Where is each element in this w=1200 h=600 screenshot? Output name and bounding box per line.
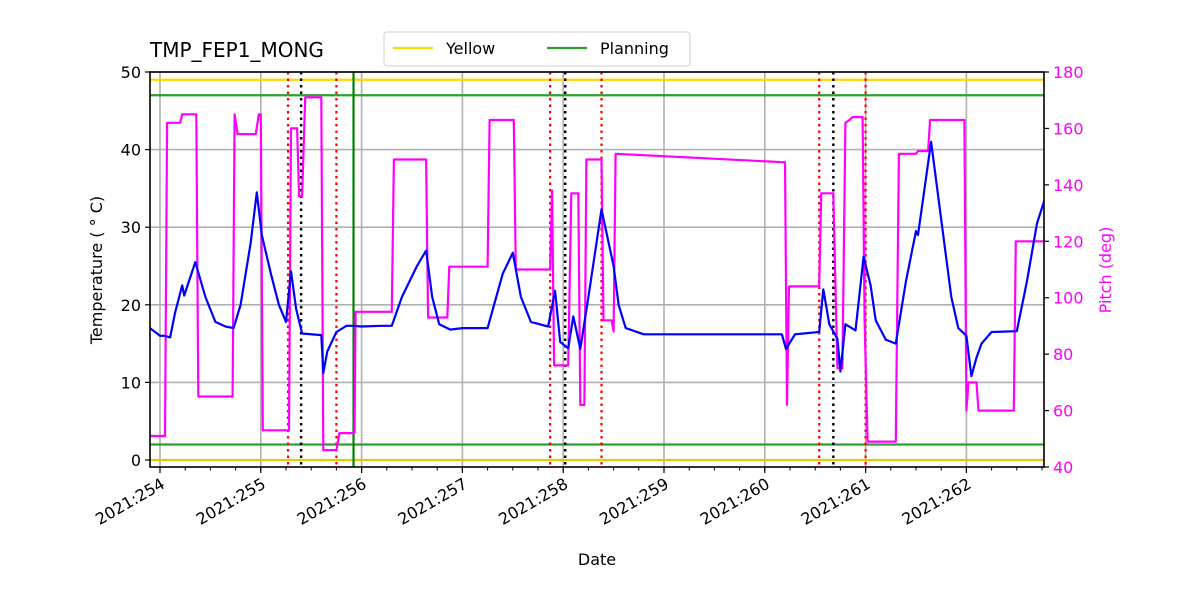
svg-text:2021:255: 2021:255 xyxy=(193,474,269,529)
legend-yellow-label: Yellow xyxy=(445,39,495,58)
svg-text:40: 40 xyxy=(1053,458,1073,477)
svg-text:180: 180 xyxy=(1053,63,1084,82)
plot-frame xyxy=(149,71,1045,468)
svg-text:0: 0 xyxy=(131,451,141,470)
svg-text:10: 10 xyxy=(121,373,141,392)
x-axis-label: Date xyxy=(578,550,616,569)
svg-text:2021:254: 2021:254 xyxy=(92,474,168,529)
svg-text:2021:258: 2021:258 xyxy=(495,474,571,529)
chart-title: TMP_FEP1_MONG xyxy=(149,38,324,62)
grid xyxy=(150,71,1044,467)
svg-text:160: 160 xyxy=(1053,119,1084,138)
svg-text:60: 60 xyxy=(1053,402,1073,421)
data-series xyxy=(150,96,1044,452)
y-axis-right: 40 60 80 100 120 140 160 180 xyxy=(1044,63,1084,477)
pitch-line xyxy=(150,96,1044,452)
event-markers xyxy=(286,72,867,467)
temperature-line xyxy=(150,140,1044,378)
y-axis-label: Temperature ( ° C) xyxy=(87,196,106,345)
svg-text:120: 120 xyxy=(1053,232,1084,251)
svg-text:2021:260: 2021:260 xyxy=(697,474,773,529)
y-axis-left: 0 10 20 30 40 50 xyxy=(121,63,150,470)
svg-text:2021:262: 2021:262 xyxy=(899,474,975,529)
legend-planning-label: Planning xyxy=(600,39,669,58)
x-axis: 2021:254 2021:255 2021:256 2021:257 2021:258… xyxy=(92,467,1043,529)
limit-lines xyxy=(150,78,1044,462)
legend: Yellow Planning xyxy=(383,31,691,67)
svg-text:100: 100 xyxy=(1053,289,1084,308)
svg-text:20: 20 xyxy=(121,296,141,315)
svg-text:80: 80 xyxy=(1053,345,1073,364)
y2-axis-label: Pitch (deg) xyxy=(1096,227,1115,314)
svg-text:2021:261: 2021:261 xyxy=(798,474,874,529)
svg-text:140: 140 xyxy=(1053,176,1084,195)
svg-text:30: 30 xyxy=(121,218,141,237)
svg-text:2021:259: 2021:259 xyxy=(596,474,672,529)
svg-text:50: 50 xyxy=(121,63,141,82)
svg-text:2021:256: 2021:256 xyxy=(294,474,370,529)
svg-text:40: 40 xyxy=(121,141,141,160)
svg-text:2021:257: 2021:257 xyxy=(395,474,471,529)
